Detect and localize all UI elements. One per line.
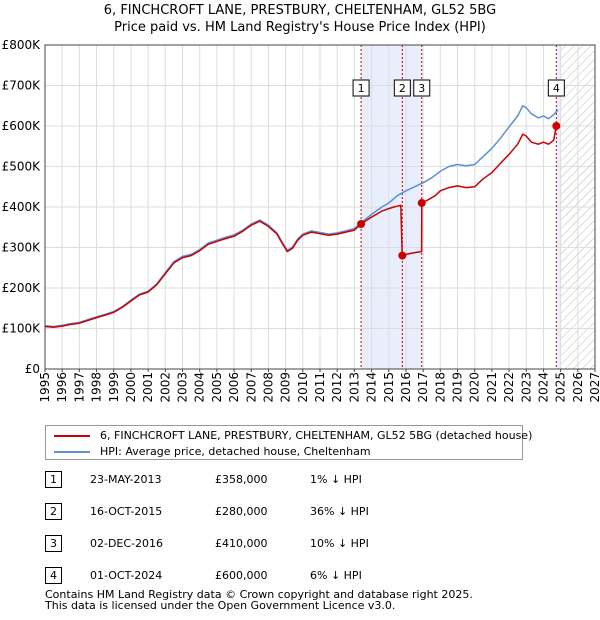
transaction-number: 2 [45, 503, 62, 520]
x-tick-label: 1995 [38, 372, 52, 403]
transaction-date: 16-OCT-2015 [90, 505, 163, 518]
transaction-price: £410,000 [215, 537, 268, 550]
x-tick-label: 2018 [433, 372, 447, 403]
x-tick-label: 2008 [261, 372, 275, 403]
marker-label: 3 [418, 82, 425, 95]
y-tick-label: £700K [2, 79, 42, 93]
marker-label: 4 [553, 82, 560, 95]
transaction-number: 3 [45, 535, 62, 552]
y-tick-label: £0 [25, 362, 40, 376]
x-tick-label: 2021 [485, 372, 499, 403]
series-line-hpi [44, 105, 559, 328]
x-tick-label: 2006 [227, 372, 241, 403]
x-tick-label: 2010 [296, 372, 310, 403]
x-tick-label: 2003 [176, 372, 190, 403]
x-tick-label: 2005 [210, 372, 224, 403]
transaction-date: 02-DEC-2016 [90, 537, 164, 550]
y-tick-label: £500K [2, 160, 42, 174]
transaction-hpi-diff: 6% ↓ HPI [310, 569, 362, 582]
marker-box [547, 79, 565, 97]
x-tick-label: 1997 [72, 372, 86, 403]
legend-swatch-property [54, 435, 90, 437]
transaction-hpi-diff: 1% ↓ HPI [310, 473, 362, 486]
x-tick-label: 2004 [193, 372, 207, 403]
legend-item-property: 6, FINCHCROFT LANE, PRESTBURY, CHELTENHA… [54, 429, 532, 443]
legend-label-hpi: HPI: Average price, detached house, Chel… [100, 445, 371, 458]
transaction-hpi-diff: 36% ↓ HPI [310, 505, 369, 518]
marker-box [413, 79, 431, 97]
x-tick-label: 2007 [244, 372, 258, 403]
price-chart: £0 £100K £200K £300K £400K £500K £600K £700K £80… [2, 38, 600, 403]
transaction-point [398, 251, 407, 260]
x-tick-label: 2002 [158, 372, 172, 403]
chart-subtitle: Price paid vs. HM Land Registry's House … [114, 20, 486, 35]
x-tick-label: 1998 [90, 372, 104, 403]
x-tick-label: 2011 [313, 372, 327, 403]
x-tick-label: 2012 [330, 372, 344, 403]
transaction-date: 23-MAY-2013 [90, 473, 162, 486]
x-tick-label: 2015 [382, 372, 396, 403]
y-tick-label: £600K [2, 119, 42, 133]
x-tick-label: 2016 [399, 372, 413, 403]
marker-box [393, 79, 411, 97]
transaction-number: 1 [45, 471, 62, 488]
transaction-point [552, 122, 561, 130]
transaction-number: 4 [45, 567, 62, 584]
legend-label-property: 6, FINCHCROFT LANE, PRESTBURY, CHELTENHA… [100, 429, 533, 442]
legend-item-hpi: HPI: Average price, detached house, Chel… [54, 445, 371, 459]
x-tick-label: 2001 [141, 372, 155, 403]
legend: 6, FINCHCROFT LANE, PRESTBURY, CHELTENHA… [45, 425, 532, 460]
x-tick-label: 1999 [107, 372, 121, 403]
x-tick-label: 2009 [279, 372, 293, 403]
footer: Contains HM Land Registry data © Crown c… [45, 589, 473, 611]
footer-copyright: Contains HM Land Registry data © Crown c… [45, 588, 473, 601]
x-tick-label: 1996 [55, 372, 69, 403]
legend-swatch-hpi [54, 451, 90, 453]
x-tick-label: 2014 [365, 372, 379, 403]
marker-label: 1 [358, 82, 365, 95]
x-tick-label: 2026 [571, 372, 585, 403]
transaction-price: £358,000 [215, 473, 268, 486]
transaction-point [357, 220, 366, 229]
transaction-date: 01-OCT-2024 [90, 569, 163, 582]
x-tick-label: 2017 [416, 372, 430, 403]
x-tick-label: 2027 [588, 372, 600, 403]
y-tick-label: £300K [2, 241, 42, 255]
transaction-hpi-diff: 10% ↓ HPI [310, 537, 369, 550]
x-tick-label: 2019 [451, 372, 465, 403]
marker-label: 2 [399, 82, 406, 95]
y-tick-label: £100K [2, 322, 42, 336]
series-line-property [44, 122, 559, 329]
x-tick-label: 2020 [468, 372, 482, 403]
transaction-price: £600,000 [215, 569, 268, 582]
chart-title: 6, FINCHCROFT LANE, PRESTBURY, CHELTENHA… [103, 3, 497, 18]
chart-title-block: 6, FINCHCROFT LANE, PRESTBURY, CHELTENHA… [0, 2, 600, 36]
y-tick-label: £200K [2, 281, 42, 295]
transaction-price: £280,000 [215, 505, 268, 518]
x-tick-label: 2025 [554, 372, 568, 403]
y-tick-label: £400K [2, 200, 42, 214]
transaction-point [417, 198, 426, 207]
x-tick-label: 2024 [536, 372, 550, 403]
marker-box [352, 79, 370, 97]
y-tick-label: £800K [2, 38, 42, 52]
x-tick-label: 2023 [519, 372, 533, 403]
x-tick-label: 2022 [502, 372, 516, 403]
x-tick-label: 2013 [347, 372, 361, 403]
footer-licence: This data is licensed under the Open Gov… [45, 599, 396, 612]
x-tick-label: 2000 [124, 372, 138, 403]
